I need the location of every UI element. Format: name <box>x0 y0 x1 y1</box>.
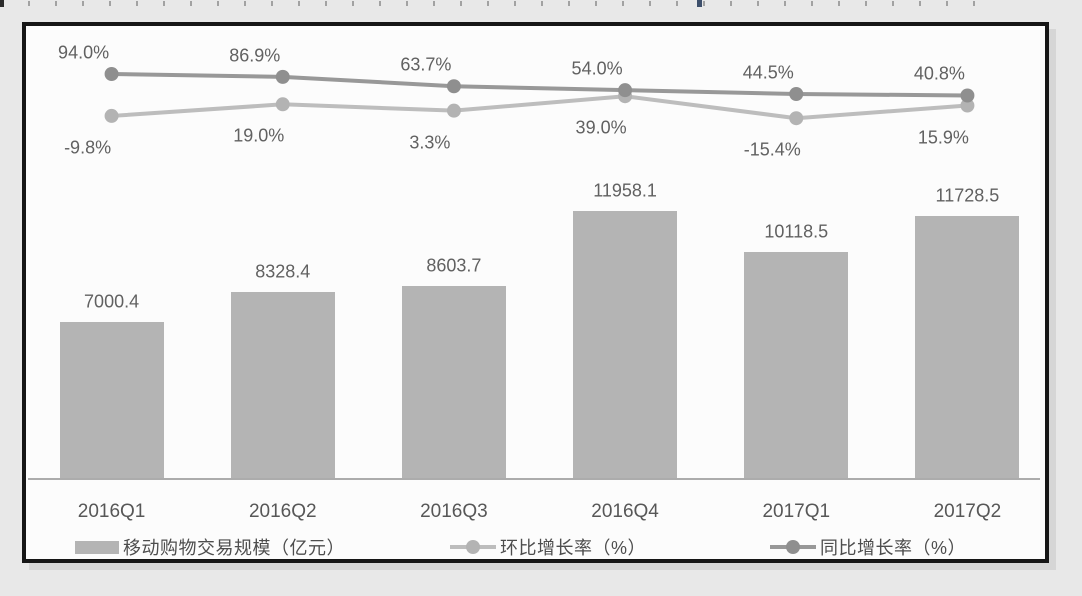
bar <box>744 252 849 479</box>
legend-item-yoy: 同比增长率（%） <box>770 536 966 558</box>
mom-growth-label: -15.4% <box>743 139 801 160</box>
yoy-growth-label: 86.9% <box>229 45 281 66</box>
mom-growth-label: 15.9% <box>917 127 969 148</box>
x-axis-tick-label: 2016Q1 <box>77 501 146 522</box>
line-marker-icon <box>770 540 816 554</box>
line-point-marker <box>275 97 290 112</box>
mom-growth-label: -9.8% <box>64 137 112 158</box>
bar-value-label: 11728.5 <box>935 185 1000 206</box>
line-point-marker <box>275 69 290 84</box>
legend-item-mom: 环比增长率（%） <box>450 536 646 558</box>
line-point-marker <box>446 103 461 118</box>
bar-value-label: 8603.7 <box>426 255 482 276</box>
bar <box>59 322 164 479</box>
clipped-glyph <box>697 0 702 7</box>
line-point-marker <box>789 86 804 101</box>
mom-growth-label: 19.0% <box>233 125 285 146</box>
x-axis-line <box>28 478 1040 480</box>
bar-swatch-icon <box>75 540 119 554</box>
chart-frame: 2016Q1 2016Q2 2016Q3 2016Q4 2017Q1 2017Q2 700… <box>22 22 1049 563</box>
line-point-marker <box>960 98 975 113</box>
line-point-marker <box>960 88 975 103</box>
line-point-marker <box>618 83 633 98</box>
legend-label: 同比增长率（%） <box>820 538 967 558</box>
bar-value-label: 7000.4 <box>84 291 140 312</box>
x-axis-tick-label: 2016Q2 <box>248 501 317 522</box>
mom-growth-label: 39.0% <box>575 117 627 138</box>
mom-growth-line <box>111 94 968 121</box>
legend-item-bar: 移动购物交易规模（亿元） <box>75 536 345 558</box>
clipped-glyph-row <box>28 1 975 6</box>
bar-value-label: 11958.1 <box>593 180 657 201</box>
line-series-layer <box>104 67 975 126</box>
line-point-marker <box>446 79 461 94</box>
x-axis-tick-label: 2016Q4 <box>591 501 659 522</box>
line-point-marker <box>789 111 804 126</box>
bar-value-label: 10118.5 <box>764 221 829 242</box>
legend-dot <box>786 540 800 554</box>
bar <box>915 216 1020 479</box>
x-axis-tick-label: 2017Q2 <box>933 501 1002 522</box>
line-marker-icon <box>450 540 496 554</box>
clipped-text-strip <box>0 0 1082 8</box>
bar <box>401 286 506 479</box>
bar <box>573 211 678 479</box>
yoy-growth-label: 44.5% <box>742 62 794 83</box>
bar-value-label: 8328.4 <box>255 261 311 282</box>
yoy-growth-label: 54.0% <box>571 58 623 79</box>
clipped-glyph <box>0 0 4 7</box>
legend-label: 移动购物交易规模（亿元） <box>123 538 345 558</box>
mom-growth-label: 3.3% <box>409 132 451 153</box>
yoy-growth-label: 40.8% <box>913 63 965 84</box>
line-point-marker <box>104 67 119 81</box>
legend-label: 环比增长率（%） <box>500 538 647 558</box>
x-axis-tick-label: 2016Q3 <box>420 501 488 522</box>
plot-area: 2016Q1 2016Q2 2016Q3 2016Q4 2017Q1 2017Q2 700… <box>26 26 1053 567</box>
yoy-growth-label: 63.7% <box>400 54 452 75</box>
line-point-marker <box>104 108 119 123</box>
yoy-growth-line <box>111 72 968 98</box>
bar <box>230 292 335 479</box>
yoy-growth-label: 94.0% <box>58 42 110 63</box>
legend-dot <box>466 540 480 554</box>
x-axis-tick-label: 2017Q1 <box>762 501 831 522</box>
